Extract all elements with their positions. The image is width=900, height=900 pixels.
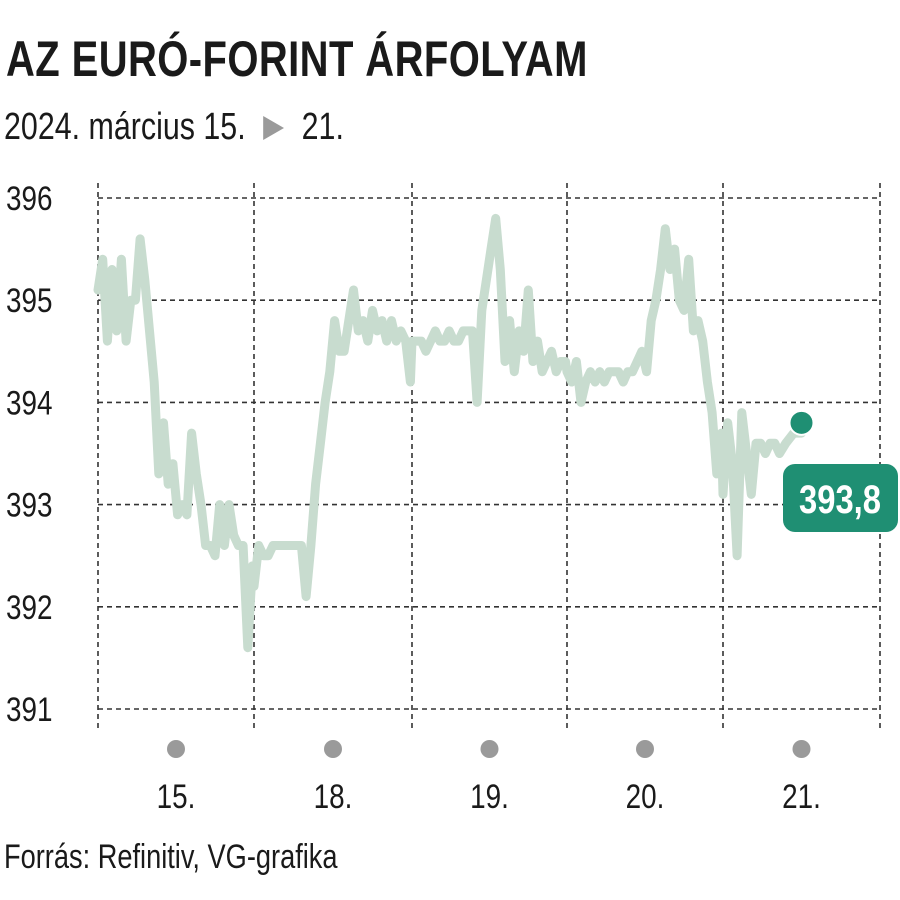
chart-title: AZ EURÓ-FORINT ÁRFOLYAM xyxy=(6,31,588,87)
last-value-badge-box xyxy=(783,464,898,532)
last-value-dot xyxy=(788,409,815,436)
x-axis-ticks: 15. 18. 19. 20. 21. xyxy=(157,777,821,815)
day-marker-dot xyxy=(480,740,499,758)
x-tick-label: 15. xyxy=(157,777,196,815)
source-note: Forrás: Refinitiv, VG-grafika xyxy=(4,838,338,876)
day-marker-dot xyxy=(636,740,654,758)
day-marker-dot xyxy=(167,740,185,758)
x-tick-label: 19. xyxy=(470,777,509,815)
y-tick-label: 392 xyxy=(6,588,53,626)
x-tick-label: 20. xyxy=(626,777,665,815)
day-marker-dot xyxy=(792,740,811,758)
subtitle-start-date: 2024. március 15. xyxy=(4,106,246,148)
last-value-badge: 393,8 xyxy=(783,409,898,532)
last-value-label: 393,8 xyxy=(799,477,881,522)
x-tick-label: 18. xyxy=(314,777,353,815)
day-markers xyxy=(167,740,811,758)
y-tick-label: 394 xyxy=(6,384,53,422)
series-line xyxy=(93,213,806,653)
y-tick-label: 396 xyxy=(6,179,53,217)
day-marker-dot xyxy=(324,740,342,758)
x-tick-label: 21. xyxy=(782,777,821,815)
rate-line-series xyxy=(93,213,806,653)
y-tick-label: 393 xyxy=(6,486,53,524)
y-tick-label: 395 xyxy=(6,282,53,320)
chart-subtitle: 2024. március 15. 21. xyxy=(4,106,344,149)
subtitle-end-date: 21. xyxy=(301,106,344,148)
y-tick-label: 391 xyxy=(6,690,53,728)
y-axis-ticks: 391 392 393 394 395 396 xyxy=(6,179,53,728)
arrow-right-icon xyxy=(263,115,285,140)
